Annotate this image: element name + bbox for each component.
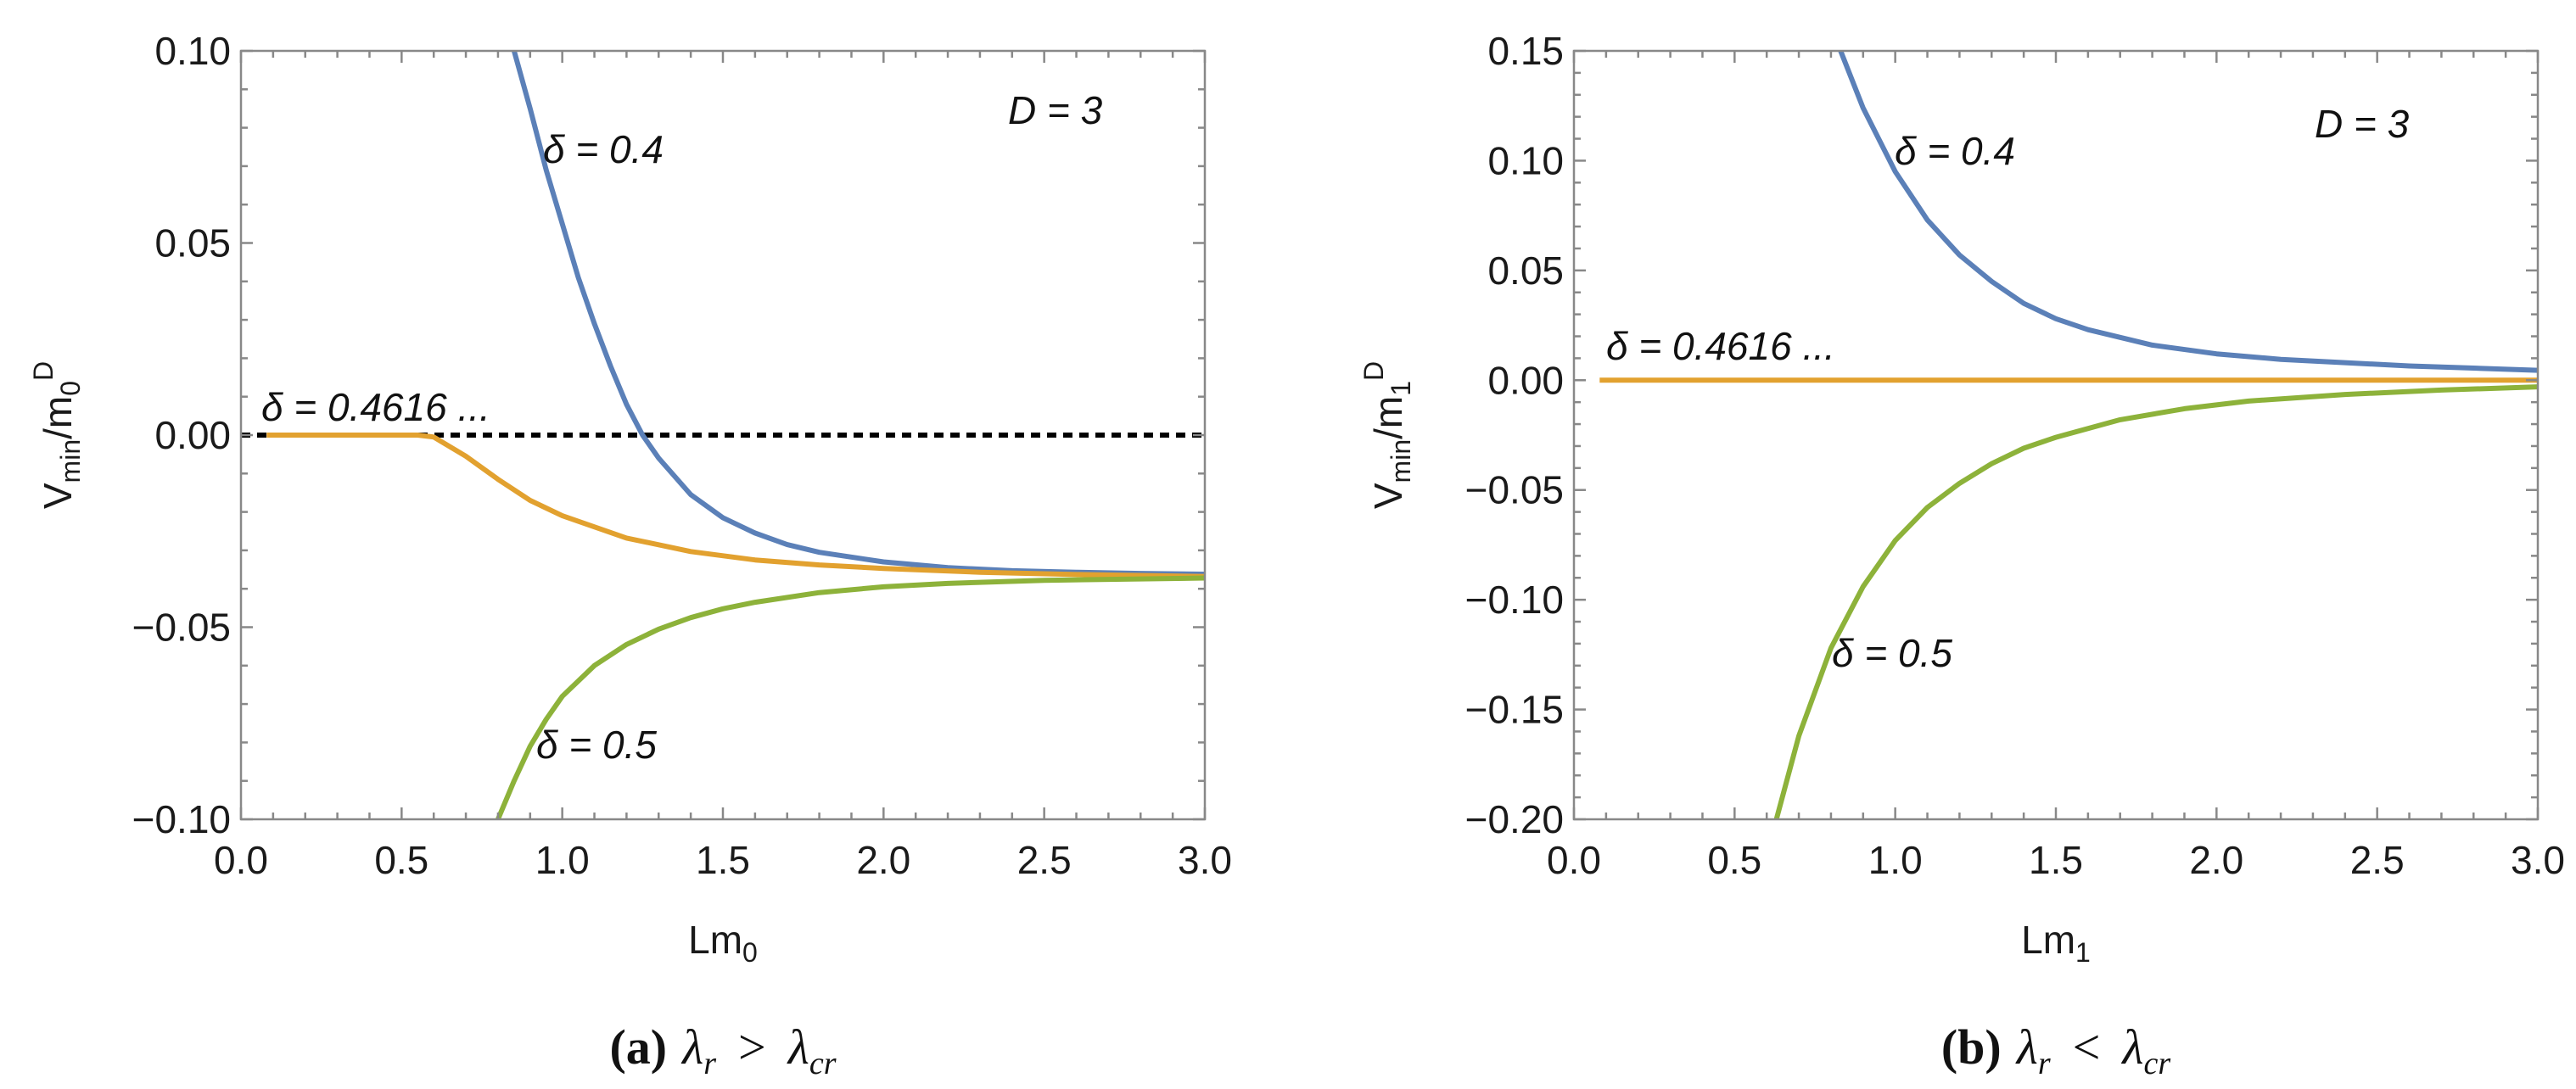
panel-a-caption: (a) λr > λcr [609,1019,836,1081]
panel-a-xtick: 3.0 [1178,838,1232,882]
panel-b-xtick: 2.0 [2189,838,2243,882]
panel-b-tick-marks [1572,49,2540,821]
panel-a-xtick: 2.0 [856,838,910,882]
panel-a-series-label: δ = 0.5 [536,723,657,767]
panel-b-series-label: δ = 0.5 [1832,631,1952,675]
panel-a-series-label: δ = 0.4 [543,127,664,171]
panel-a-ylabel: Vmin/m0D [28,361,86,509]
panel-b-series-label: δ = 0.4 [1895,129,2015,173]
panel-b-ytick: 0.00 [1487,358,1564,402]
panel-b-marks [1599,51,2538,819]
panel-b-ytick: 0.10 [1487,138,1564,182]
panel-a-ytick: −0.10 [132,797,231,841]
panel-a-series-orange-curve [266,433,1205,579]
panel-b-ytick: −0.05 [1465,468,1564,512]
panel-b-xtick: 1.5 [2029,838,2083,882]
panel-b-series-blue-curve [1838,51,2538,373]
panel-a-corner-label: D = 3 [1008,88,1103,132]
panel-b-ytick: −0.15 [1465,688,1564,732]
panel-a-xtick: 0.0 [214,838,268,882]
panel-b-ytick: −0.20 [1465,797,1564,841]
panel-b-xtick: 3.0 [2511,838,2565,882]
panel-a-xtick: 0.5 [374,838,428,882]
panel-a-xtick: 1.0 [535,838,590,882]
panel-a-ytick: −0.05 [132,606,231,650]
panel-b-xtick: 0.5 [1707,838,1761,882]
panel-b-xtick: 1.0 [1868,838,1923,882]
panel-a-ytick: 0.05 [154,221,231,265]
panel-a-series-green-curve [496,575,1205,819]
panel-b: 0.0 0.5 1.0 1.5 2.0 2.5 3.0 −0.20 −0.15 … [1358,29,2565,1081]
panel-a-ytick: 0.10 [154,29,231,73]
panel-a-tick-marks [239,49,1207,821]
panel-b-xtick: 2.5 [2350,838,2405,882]
panel-a-marks [241,51,1205,819]
panel-a-ytick: 0.00 [154,413,231,457]
panel-b-xtick: 0.0 [1547,838,1601,882]
panel-b-ytick: −0.10 [1465,578,1564,622]
panel-b-corner-label: D = 3 [2315,102,2410,146]
panel-b-ytick: 0.05 [1487,249,1564,293]
panel-b-ytick: 0.15 [1487,29,1564,73]
panel-a-series-label: δ = 0.4616 ... [261,385,490,429]
panel-b-caption: (b) λr < λcr [1941,1019,2171,1081]
panel-b-series-label: δ = 0.4616 ... [1606,324,1835,368]
panel-b-xlabel: Lm1 [2021,918,2091,968]
panel-a: 0.0 0.5 1.0 1.5 2.0 2.5 3.0 −0.10 −0.05 … [28,29,1232,1081]
panel-a-xtick: 1.5 [696,838,750,882]
panel-a-xlabel: Lm0 [688,918,758,968]
panel-a-xtick: 2.5 [1017,838,1072,882]
panel-b-series-green-curve [1773,384,2538,819]
panel-a-series-blue-curve [512,51,1205,577]
panel-b-ylabel: Vmin/m1D [1358,361,1416,509]
